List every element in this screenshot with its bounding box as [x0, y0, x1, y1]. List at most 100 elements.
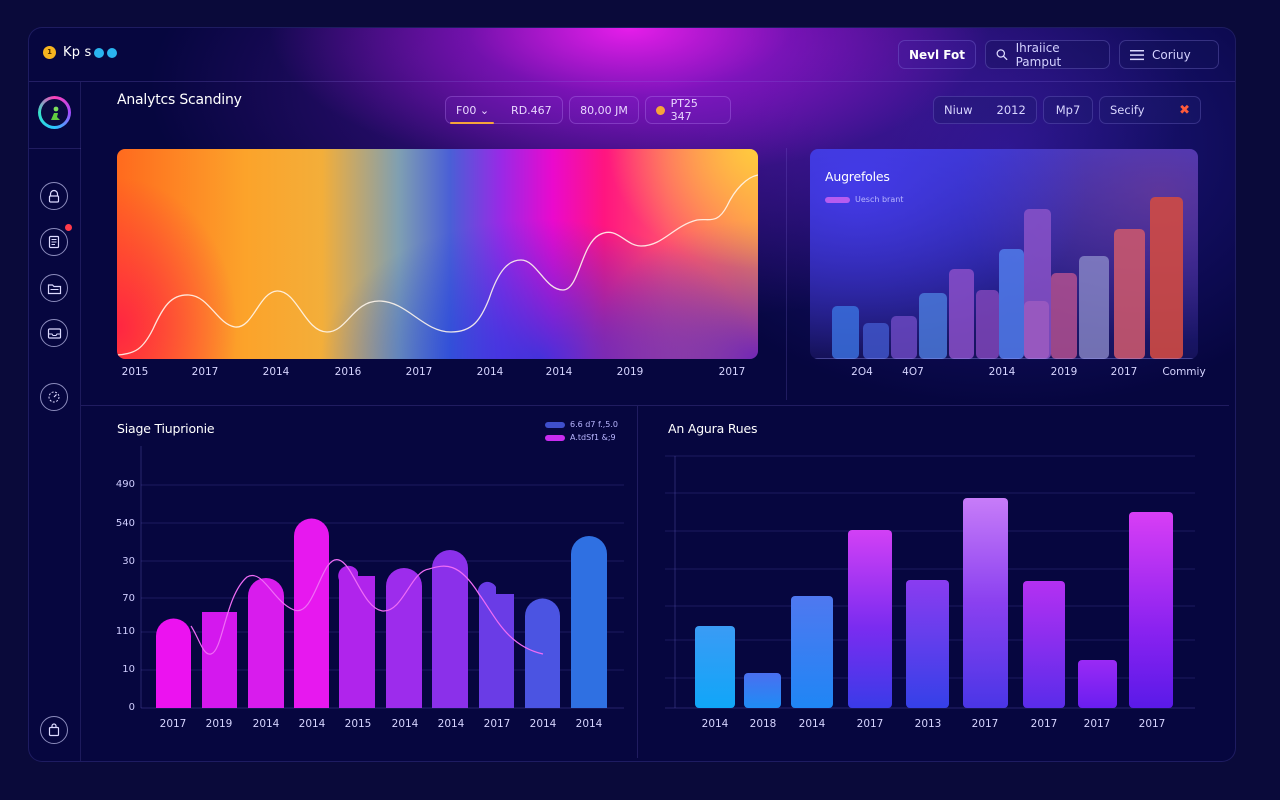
stage-bar-chart [140, 446, 624, 709]
x-tick: 2014 [701, 718, 729, 730]
logo-dot-icon [94, 47, 105, 58]
chip-label: F00 ⌄ [456, 104, 489, 117]
chart-legend: Uesch brant [825, 195, 903, 204]
x-tick: 2013 [914, 718, 942, 730]
status-chip[interactable]: PT25 347 [645, 96, 731, 124]
sidebar-item-inbox[interactable] [40, 319, 68, 347]
logo-coin-icon: 1 [43, 46, 56, 59]
x-tick: 2014 [545, 366, 573, 378]
x-tick: 2019 [616, 366, 644, 378]
x-tick: 2017 [856, 718, 884, 730]
x-tick: 2014 [437, 718, 465, 730]
legend-swatch [825, 196, 850, 203]
x-tick: 2015 [121, 366, 149, 378]
document-icon [48, 235, 60, 249]
x-tick: 2018 [749, 718, 777, 730]
x-tick: 2017 [1138, 718, 1166, 730]
legend-label: A.tdSf1 &;9 [570, 433, 616, 442]
amount-chip[interactable]: 80,00 JM [569, 96, 639, 124]
page-title: Analytcs Scandiny [117, 92, 242, 108]
search-button[interactable]: Ihraiice Pamput [985, 40, 1110, 69]
chip-label-text: F00 [456, 103, 477, 117]
menu-button-label: Coriuy [1152, 47, 1191, 62]
folder-icon [47, 283, 61, 294]
legend-swatch [545, 421, 565, 428]
chip-label: 80,00 JM [580, 103, 628, 117]
x-tick: 2014 [252, 718, 280, 730]
specify-selector[interactable]: Secify ✖ [1099, 96, 1201, 124]
period-filter-chip[interactable]: F00 ⌄ RD.467 [445, 96, 563, 124]
x-tick: 2017 [1110, 366, 1138, 378]
view-selector[interactable]: Niuw 2012 [933, 96, 1037, 124]
x-tick: 2017 [159, 718, 187, 730]
x-tick: 2017 [1030, 718, 1058, 730]
sidebar-divider [29, 148, 81, 149]
x-tick: 2014 [575, 718, 603, 730]
legend-label: Uesch brant [855, 195, 904, 204]
dial-icon [48, 391, 60, 403]
user-figure-icon [50, 106, 60, 120]
view-label: Niuw [944, 103, 973, 117]
top-bar: 1 Kp s Nevl Fot Ihraiice Pamput Coriuy [29, 28, 1235, 82]
chevron-down-icon: ⌄ [479, 103, 490, 117]
sidebar-item-folder[interactable] [40, 274, 68, 302]
x-tick: 2014 [262, 366, 290, 378]
sidebar-item-documents[interactable] [40, 224, 72, 256]
x-tick: 2019 [205, 718, 233, 730]
x-tick: 2017 [971, 718, 999, 730]
hero-line [117, 174, 758, 356]
side-bar-chart: Augrefoles Uesch brant [810, 149, 1198, 359]
new-button[interactable]: Nevl Fot [898, 40, 976, 69]
x-tick: 2O4 [851, 366, 873, 378]
divider [786, 148, 787, 400]
x-tick: 2015 [344, 718, 372, 730]
logo-text: Kp s [63, 45, 92, 60]
status-dot-icon [656, 105, 665, 115]
sidebar-item-dashboard[interactable] [40, 383, 68, 411]
chart-title: An Agura Rues [668, 421, 758, 436]
avatar[interactable] [38, 96, 71, 129]
sidebar-item-shop[interactable] [40, 716, 68, 744]
y-tick: 0 [128, 702, 135, 713]
x-tick: 2016 [334, 366, 362, 378]
sidebar-item-lock[interactable] [40, 182, 68, 210]
x-tick: 2017 [483, 718, 511, 730]
legend-label: 6.6 d7 f.,5.0 [570, 420, 619, 429]
chart-title: Augrefoles [825, 169, 890, 184]
y-tick: 110 [115, 626, 135, 637]
month-selector[interactable]: Mp7 [1043, 96, 1093, 124]
legend-swatch [545, 434, 565, 441]
right-controls: Niuw 2012 Mp7 Secify ✖ [933, 96, 1201, 124]
search-button-label: Ihraiice Pamput [1015, 40, 1062, 69]
x-tick: 2017 [718, 366, 746, 378]
chart-title: Siage Tiuprionie [117, 421, 215, 436]
year-value: 2012 [996, 103, 1026, 117]
menu-button[interactable]: Coriuy [1119, 40, 1219, 69]
x-tick: 2017 [1083, 718, 1111, 730]
specify-label: Secify [1110, 103, 1145, 117]
chip-label: PT25 347 [670, 97, 698, 123]
hamburger-menu-icon [1130, 49, 1144, 60]
chip-value: RD.467 [511, 103, 552, 117]
x-tick: 2014 [798, 718, 826, 730]
app-logo[interactable]: 1 Kp s [43, 45, 118, 60]
x-tick: 4O7 [902, 366, 924, 378]
app-window: 1 Kp s Nevl Fot Ihraiice Pamput Coriuy [28, 27, 1236, 762]
lock-icon [48, 189, 60, 203]
y-tick: 10 [122, 664, 135, 675]
close-icon[interactable]: ✖ [1179, 102, 1190, 118]
month-label: Mp7 [1055, 103, 1081, 117]
section-divider [81, 405, 1229, 406]
top-actions: Nevl Fot Ihraiice Pamput Coriuy [898, 40, 1219, 69]
chart-legend-item: 6.6 d7 f.,5.0 [545, 420, 618, 429]
inbox-icon [47, 327, 61, 339]
shopping-bag-icon [48, 723, 60, 737]
chart-legend-item: A.tdSf1 &;9 [545, 433, 616, 442]
x-tick: 2014 [391, 718, 419, 730]
x-tick: 2019 [1050, 366, 1078, 378]
new-button-label: Nevl Fot [909, 47, 965, 62]
x-tick: 2014 [529, 718, 557, 730]
x-tick: Commiy [1162, 366, 1206, 378]
sidebar [29, 82, 81, 761]
y-tick: 490 [115, 479, 135, 490]
